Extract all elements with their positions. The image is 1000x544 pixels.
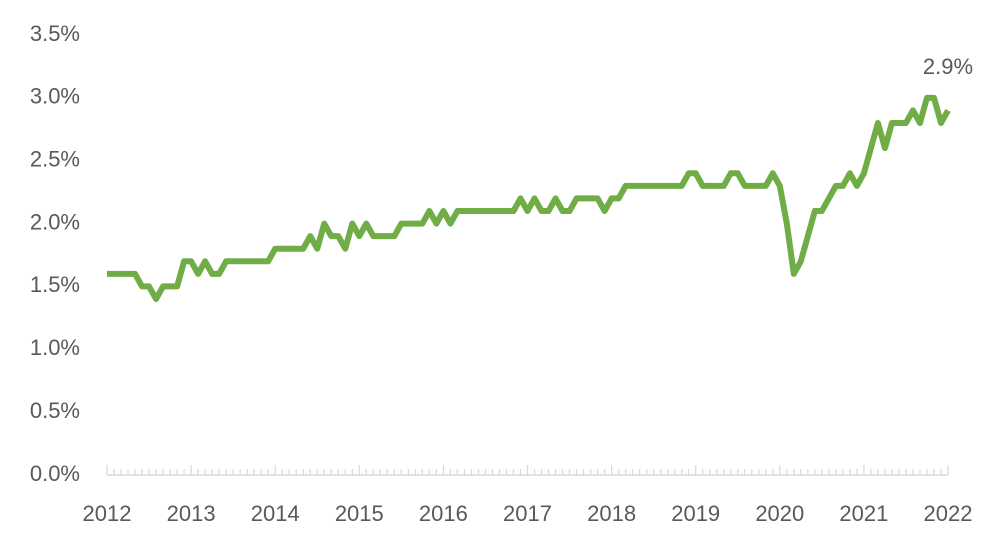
x-tick-label: 2012: [83, 501, 132, 526]
data-label: 2.9%: [923, 54, 973, 79]
x-tick-label: 2019: [671, 501, 720, 526]
x-tick-label: 2018: [587, 501, 636, 526]
y-tick-label: 1.0%: [30, 335, 80, 360]
y-tick-label: 2.0%: [30, 209, 80, 234]
x-tick-label: 2020: [755, 501, 804, 526]
x-tick-label: 2022: [924, 501, 973, 526]
y-tick-label: 2.5%: [30, 147, 80, 172]
x-tick-label: 2017: [503, 501, 552, 526]
y-tick-label: 0.0%: [30, 461, 80, 486]
y-tick-label: 3.5%: [30, 21, 80, 46]
x-tick-label: 2015: [335, 501, 384, 526]
x-tick-label: 2021: [839, 501, 888, 526]
y-tick-label: 3.0%: [30, 84, 80, 109]
y-tick-label: 1.5%: [30, 272, 80, 297]
x-tick-label: 2014: [251, 501, 300, 526]
line-series: [107, 94, 951, 302]
y-tick-label: 0.5%: [30, 398, 80, 423]
x-tick-label: 2016: [419, 501, 468, 526]
x-tick-label: 2013: [167, 501, 216, 526]
